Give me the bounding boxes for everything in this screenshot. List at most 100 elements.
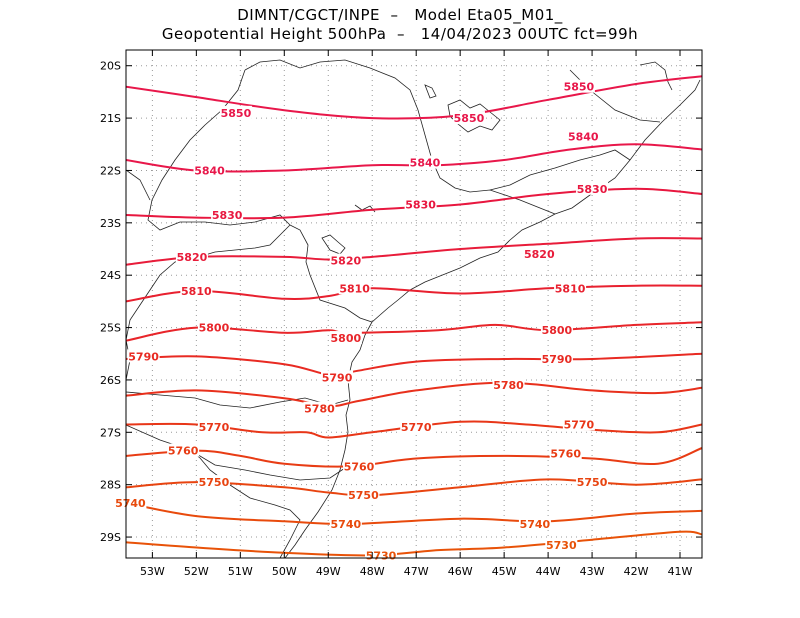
contour-label-5820: 5820 <box>524 248 555 261</box>
contour-label-5760: 5760 <box>344 460 375 473</box>
x-tick-label: 45W <box>492 565 517 578</box>
y-tick-label: 21S <box>100 112 121 125</box>
contour-label-5810: 5810 <box>555 282 586 295</box>
contour-label-bg <box>540 323 573 337</box>
contour-labels: 5850 5850 5850 5840 5840 5840 5830 5830 5830 5820… <box>114 79 609 562</box>
contour-label-5800: 5800 <box>331 332 362 345</box>
border-sp-mg <box>147 69 291 231</box>
x-tick-label: 42W <box>624 565 649 578</box>
contour-label-bg <box>343 459 376 473</box>
contour-label-bg <box>400 420 433 434</box>
contour-5790 <box>125 352 703 377</box>
contour-label-5840: 5840 <box>568 130 599 143</box>
contour-label-5840: 5840 <box>410 157 441 170</box>
border-mg-es <box>569 69 661 123</box>
contour-label-5800: 5800 <box>199 322 230 335</box>
contour-label-5740: 5740 <box>520 518 551 531</box>
contour-label-5730: 5730 <box>546 539 577 552</box>
coastline-south <box>284 321 373 559</box>
contour-label-5800: 5800 <box>542 324 573 337</box>
contour-label-bg <box>492 378 525 392</box>
contour-label-5850: 5850 <box>564 81 595 94</box>
contour-5850 <box>125 75 703 120</box>
x-tick-label: 43W <box>580 565 605 578</box>
contour-label-5760: 5760 <box>550 447 581 460</box>
contour-label-bg <box>321 370 354 384</box>
contour-label-bg <box>193 163 226 177</box>
contour-label-5810: 5810 <box>339 282 370 295</box>
contour-label-bg <box>180 283 213 297</box>
contour-label-bg <box>567 129 600 143</box>
contour-label-5840: 5840 <box>194 164 225 177</box>
contour-label-bg <box>329 331 362 345</box>
y-tick-label: 23S <box>100 217 121 230</box>
contour-label-5850: 5850 <box>221 107 252 120</box>
contour-label-bg <box>540 351 573 365</box>
contour-label-5820: 5820 <box>177 251 208 264</box>
contour-label-bg <box>175 249 208 263</box>
x-tick-label: 46W <box>448 565 473 578</box>
x-tick-label: 53W <box>140 565 165 578</box>
contour-label-5760: 5760 <box>168 445 199 458</box>
y-tick-label: 22S <box>100 164 121 177</box>
y-tick-label: 25S <box>100 322 121 335</box>
border-ms-sp <box>125 169 151 201</box>
x-axis-ticks: 53W 52W 51W 50W 49W 48W 47W 46W 45W 44W 43W 42W 41W <box>140 50 693 578</box>
contour-label-bg <box>127 349 160 363</box>
contour-label-bg <box>404 197 437 211</box>
y-tick-label: 29S <box>100 531 121 544</box>
lake-2 <box>321 234 346 255</box>
contour-label-5790: 5790 <box>542 353 573 366</box>
contour-label-5850: 5850 <box>454 112 485 125</box>
contour-label-5740: 5740 <box>115 497 146 510</box>
contour-label-5780: 5780 <box>304 403 335 416</box>
y-tick-label: 27S <box>100 426 121 439</box>
border-parana <box>125 224 291 381</box>
contour-label-5830: 5830 <box>577 183 608 196</box>
contour-label-5810: 5810 <box>181 285 212 298</box>
map-frame <box>125 49 703 559</box>
x-tick-label: 50W <box>272 565 297 578</box>
contour-5760 <box>125 447 703 468</box>
border-mg-rj <box>489 149 631 191</box>
contour-5740 <box>125 502 703 526</box>
contour-5810 <box>125 284 703 303</box>
contour-label-bg <box>303 401 336 415</box>
contour-label-5820: 5820 <box>331 255 362 268</box>
contour-label-bg <box>545 537 578 551</box>
contour-label-bg <box>338 281 371 295</box>
chart-title-line2: Geopotential Height 500hPa – 14/04/2023 … <box>161 25 639 43</box>
contour-label-bg <box>523 247 556 261</box>
border-ba-mg <box>639 61 673 91</box>
contour-label-5780: 5780 <box>493 379 524 392</box>
contour-label-bg <box>518 516 551 530</box>
contour-label-bg <box>219 105 252 119</box>
contour-5780 <box>125 381 703 408</box>
x-tick-label: 47W <box>404 565 429 578</box>
contour-label-5750: 5750 <box>199 476 230 489</box>
contour-5820 <box>125 237 703 266</box>
contour-label-5750: 5750 <box>577 476 608 489</box>
x-tick-label: 41W <box>668 565 693 578</box>
contour-label-5730: 5730 <box>366 549 397 562</box>
contour-label-5740: 5740 <box>331 518 362 531</box>
x-tick-label: 44W <box>536 565 561 578</box>
contour-label-5790: 5790 <box>322 371 353 384</box>
contour-label-5770: 5770 <box>401 421 432 434</box>
y-tick-label: 26S <box>100 374 121 387</box>
x-tick-label: 49W <box>316 565 341 578</box>
contour-label-bg <box>576 181 609 195</box>
contour-label-bg <box>197 320 230 334</box>
contour-5770 <box>125 420 703 439</box>
contour-label-bg <box>576 475 609 489</box>
contour-label-bg <box>197 420 230 434</box>
contour-label-bg <box>408 155 441 169</box>
y-tick-label: 20S <box>100 60 121 73</box>
x-tick-label: 48W <box>360 565 385 578</box>
contour-label-5770: 5770 <box>564 418 595 431</box>
contour-label-bg <box>562 417 595 431</box>
y-axis-ticks: 20S 21S 22S 23S 24S 25S 26S 27S 28S 29S <box>100 60 702 544</box>
contour-label-5790: 5790 <box>128 350 159 363</box>
contour-label-bg <box>167 443 200 457</box>
